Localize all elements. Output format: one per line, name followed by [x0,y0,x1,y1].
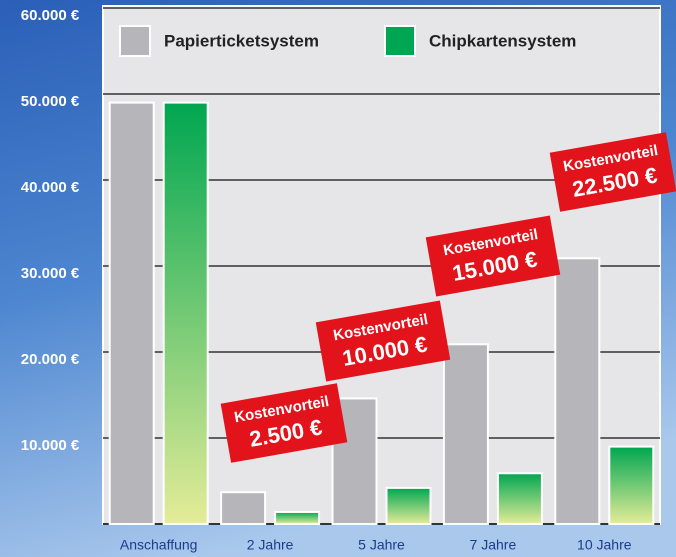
y-tick-label: 40.000 € [21,179,80,196]
bar [108,101,155,525]
bar [274,510,321,525]
bar [442,343,489,526]
bar [608,445,655,526]
bar [496,472,543,526]
bar [220,491,267,525]
legend-swatch [384,25,416,57]
y-tick-label: 60.000 € [21,7,80,24]
y-tick-label: 50.000 € [21,93,80,110]
bar [385,486,432,526]
y-tick-label: 10.000 € [21,437,80,454]
x-tick-label: 10 Jahre [577,537,632,553]
legend-swatch [119,25,151,57]
x-tick-label: 7 Jahre [470,537,517,553]
annotation-box [315,300,451,382]
y-tick-label: 20.000 € [21,351,80,368]
legend-label: Papierticketsystem [164,31,319,50]
x-tick-label: 2 Jahre [247,537,294,553]
x-tick-label: Anschaffung [120,537,198,553]
bar [554,257,601,525]
annotation-box [220,383,348,463]
annotation-box [425,215,561,297]
legend-label: Chipkartensystem [429,31,576,50]
x-tick-label: 5 Jahre [358,537,405,553]
y-tick-label: 30.000 € [21,265,80,282]
bar [162,101,209,525]
annotation-box [549,132,676,212]
legend [113,16,643,66]
